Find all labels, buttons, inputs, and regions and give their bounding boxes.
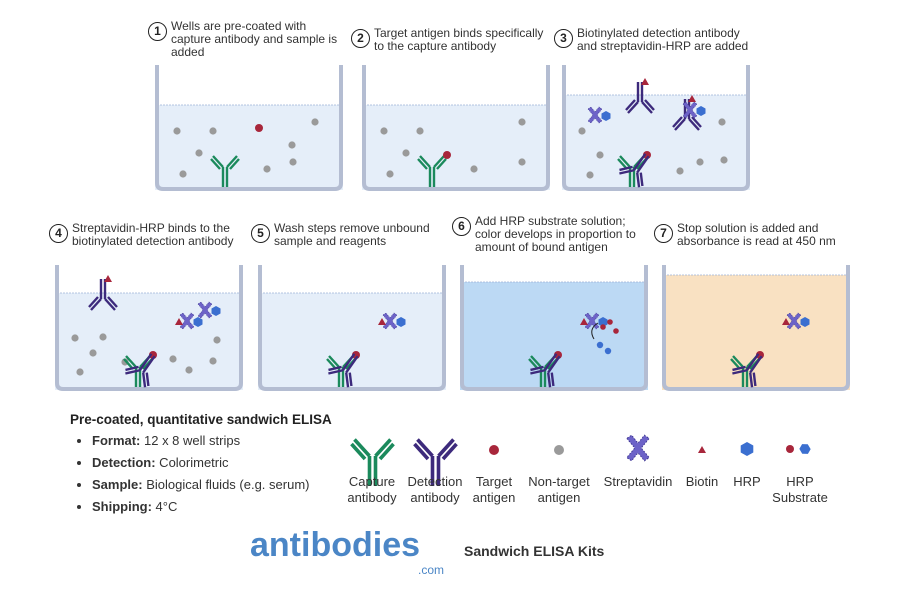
legend-label: Biotin xyxy=(685,474,719,489)
step-text: Streptavidin-HRP binds to the biotinylat… xyxy=(72,221,234,248)
spec-title: Pre-coated, quantitative sandwich ELISA xyxy=(70,412,332,427)
non-target-antigen xyxy=(386,170,394,178)
reaction-arrow xyxy=(591,322,599,340)
biotin xyxy=(104,275,112,282)
well-3 xyxy=(562,65,750,191)
target-antigen xyxy=(443,151,451,159)
antibodies-logo[interactable]: antibodies xyxy=(250,526,421,564)
legend-label: Non-target antigen xyxy=(528,474,590,505)
spec-sample: Sample: Biological fluids (e.g. serum) xyxy=(92,477,332,492)
step-2: 2 Target antigen binds specifically to th… xyxy=(351,27,552,53)
non-target-antigen xyxy=(213,336,221,344)
legend-label: HRP xyxy=(733,474,761,489)
step-text: Wash steps remove unbound sample and rea… xyxy=(274,221,430,248)
non-target-antigen xyxy=(518,118,526,126)
legend-label: Streptavidin xyxy=(603,474,673,489)
legend-label: Capture antibody xyxy=(347,474,397,505)
spec-panel: Pre-coated, quantitative sandwich ELISA … xyxy=(70,412,332,521)
well-7 xyxy=(662,265,850,391)
legend-label: Detection antibody xyxy=(407,474,463,505)
target-antigen-icon xyxy=(489,445,499,455)
step-number: 6 xyxy=(452,217,471,236)
step-number: 4 xyxy=(49,224,68,243)
target-antigen xyxy=(255,124,263,132)
non-target-antigen xyxy=(71,334,79,342)
non-target-antigen xyxy=(470,165,478,173)
legend-label: Target antigen xyxy=(472,474,516,505)
non-target-antigen xyxy=(76,368,84,376)
logo-suffix: .com xyxy=(418,563,445,577)
non-target-antigen xyxy=(195,149,203,157)
non-target-antigen-icon xyxy=(554,445,564,455)
non-target-antigen xyxy=(696,158,704,166)
step-number: 5 xyxy=(251,224,270,243)
well-5 xyxy=(258,265,446,391)
non-target-antigen xyxy=(263,165,271,173)
non-target-antigen xyxy=(185,366,193,374)
non-target-antigen xyxy=(586,171,594,179)
well-4 xyxy=(55,265,243,391)
non-target-antigen xyxy=(89,349,97,357)
spec-format: Format: 12 x 8 well strips xyxy=(92,433,332,448)
hrp-substrate xyxy=(607,319,613,325)
non-target-antigen xyxy=(169,355,177,363)
step-4: 4 Streptavidin-HRP binds to the biotinyla… xyxy=(49,222,250,248)
non-target-antigen xyxy=(380,127,388,135)
non-target-antigen xyxy=(289,158,297,166)
step-7: 7 Stop solution is added and absorbance i… xyxy=(654,222,855,248)
step-number: 3 xyxy=(554,29,573,48)
converted-substrate xyxy=(604,347,612,355)
streptavidin-icon xyxy=(626,434,650,462)
step-5: 5 Wash steps remove unbound sample and re… xyxy=(251,222,452,248)
non-target-antigen xyxy=(99,333,107,341)
step-text: Biotinylated detection antibody and stre… xyxy=(577,26,749,53)
non-target-antigen xyxy=(596,151,604,159)
spec-shipping: Shipping: 4°C xyxy=(92,499,332,514)
non-target-antigen xyxy=(209,357,217,365)
step-1: 1 Wells are pre-coated with capture antib… xyxy=(148,20,349,59)
non-target-antigen xyxy=(518,158,526,166)
well-2 xyxy=(362,65,550,191)
step-number: 1 xyxy=(148,22,167,41)
step-text: Wells are pre-coated with capture antibo… xyxy=(171,19,338,59)
spec-detection: Detection: Colorimetric xyxy=(92,455,332,470)
non-target-antigen xyxy=(209,127,217,135)
step-number: 7 xyxy=(654,224,673,243)
hrp-substrate xyxy=(613,328,619,334)
step-6: 6 Add HRP substrate solution; color devel… xyxy=(452,215,653,254)
legend-label: HRP Substrate xyxy=(772,474,828,505)
non-target-antigen xyxy=(676,167,684,175)
non-target-antigen xyxy=(578,127,586,135)
non-target-antigen xyxy=(720,156,728,164)
non-target-antigen xyxy=(718,118,726,126)
well-1 xyxy=(155,65,343,191)
hrp-substrate-icon xyxy=(786,441,813,457)
biotin xyxy=(641,78,649,85)
step-text: Add HRP substrate solution; color develo… xyxy=(475,214,636,254)
converted-substrate xyxy=(596,341,604,349)
non-target-antigen xyxy=(288,141,296,149)
well-6 xyxy=(460,265,648,391)
biotin-icon xyxy=(698,446,706,453)
hrp-substrate xyxy=(600,324,606,330)
hrp-icon xyxy=(740,442,754,456)
step-text: Target antigen binds specifically to the… xyxy=(374,26,544,53)
non-target-antigen xyxy=(311,118,319,126)
non-target-antigen xyxy=(173,127,181,135)
non-target-antigen xyxy=(416,127,424,135)
step-3: 3 Biotinylated detection antibody and str… xyxy=(554,27,755,53)
step-text: Stop solution is added and absorbance is… xyxy=(677,221,836,248)
step-number: 2 xyxy=(351,29,370,48)
tagline: Sandwich ELISA Kits xyxy=(464,543,605,559)
non-target-antigen xyxy=(179,170,187,178)
non-target-antigen xyxy=(402,149,410,157)
